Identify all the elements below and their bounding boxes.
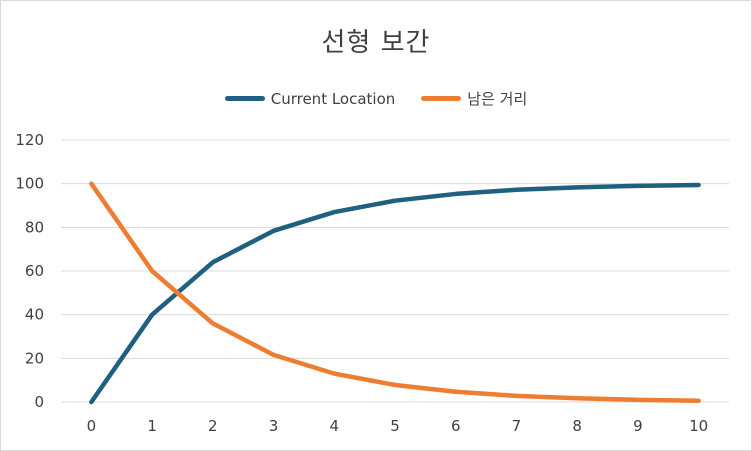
- legend-label-current-location: Current Location: [270, 89, 396, 108]
- series-line-current-location: [89, 182, 701, 405]
- chart-title: 선형 보간: [321, 28, 431, 58]
- y-tick-label: 20: [25, 349, 44, 367]
- legend-swatch-current-location: [224, 96, 265, 101]
- y-tick-label: 80: [25, 218, 44, 236]
- series-line-remaining-distance: [89, 181, 701, 403]
- legend-swatch-remaining-distance: [421, 96, 462, 101]
- y-tick-label: 40: [25, 306, 44, 324]
- x-tick-label: 4: [329, 417, 339, 435]
- x-tick-label: 7: [512, 417, 522, 435]
- y-tick-label: 0: [34, 393, 44, 411]
- x-tick-label: 10: [689, 417, 708, 435]
- legend-label-remaining-distance: 남은 거리: [467, 90, 528, 108]
- legend-item-remaining-distance: 남은 거리: [421, 88, 527, 109]
- x-tick-label: 1: [147, 417, 157, 435]
- legend: Current Location 남은 거리: [0, 88, 752, 109]
- y-tick-label: 120: [15, 131, 44, 149]
- legend-item-current-location: Current Location: [224, 88, 396, 109]
- x-tick-label: 6: [451, 417, 461, 435]
- x-tick-label: 8: [572, 417, 582, 435]
- x-tick-label: 0: [87, 417, 97, 435]
- x-tick-label: 2: [208, 417, 218, 435]
- x-tick-label: 3: [269, 417, 279, 435]
- y-tick-label: 100: [15, 175, 44, 193]
- x-tick-label: 5: [390, 417, 400, 435]
- y-tick-label: 60: [25, 262, 44, 280]
- x-tick-label: 9: [633, 417, 643, 435]
